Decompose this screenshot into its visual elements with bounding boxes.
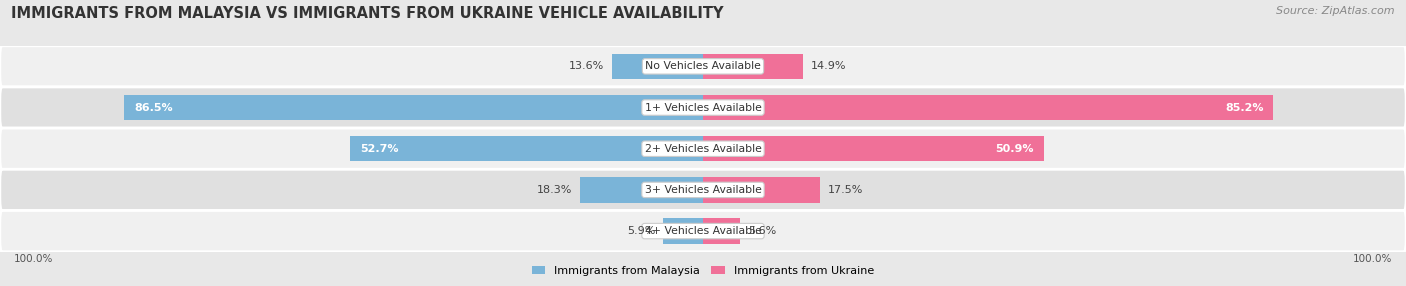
FancyBboxPatch shape [0,210,1406,252]
Text: IMMIGRANTS FROM MALAYSIA VS IMMIGRANTS FROM UKRAINE VEHICLE AVAILABILITY: IMMIGRANTS FROM MALAYSIA VS IMMIGRANTS F… [11,6,724,21]
Bar [581,177,703,203]
FancyBboxPatch shape [0,87,1406,128]
Bar [703,177,820,203]
Text: 3+ Vehicles Available: 3+ Vehicles Available [644,185,762,195]
Legend: Immigrants from Malaysia, Immigrants from Ukraine: Immigrants from Malaysia, Immigrants fro… [527,261,879,281]
Text: 5.9%: 5.9% [627,226,655,236]
Text: No Vehicles Available: No Vehicles Available [645,61,761,71]
Bar [703,53,803,79]
Text: 17.5%: 17.5% [828,185,863,195]
FancyBboxPatch shape [0,128,1406,169]
Bar [703,95,1274,120]
Bar [124,95,703,120]
Text: 18.3%: 18.3% [537,185,572,195]
Text: 2+ Vehicles Available: 2+ Vehicles Available [644,144,762,154]
Text: 1+ Vehicles Available: 1+ Vehicles Available [644,103,762,112]
Text: 52.7%: 52.7% [360,144,399,154]
Text: 5.6%: 5.6% [748,226,776,236]
Bar [350,136,703,162]
FancyBboxPatch shape [0,169,1406,210]
Bar [703,136,1043,162]
Text: 86.5%: 86.5% [134,103,173,112]
Text: 13.6%: 13.6% [568,61,605,71]
Bar [703,218,741,244]
Text: 4+ Vehicles Available: 4+ Vehicles Available [644,226,762,236]
Text: 85.2%: 85.2% [1225,103,1264,112]
Text: Source: ZipAtlas.com: Source: ZipAtlas.com [1277,6,1395,16]
Text: 14.9%: 14.9% [811,61,846,71]
Bar [664,218,703,244]
Text: 50.9%: 50.9% [995,144,1033,154]
FancyBboxPatch shape [0,46,1406,87]
Bar [612,53,703,79]
